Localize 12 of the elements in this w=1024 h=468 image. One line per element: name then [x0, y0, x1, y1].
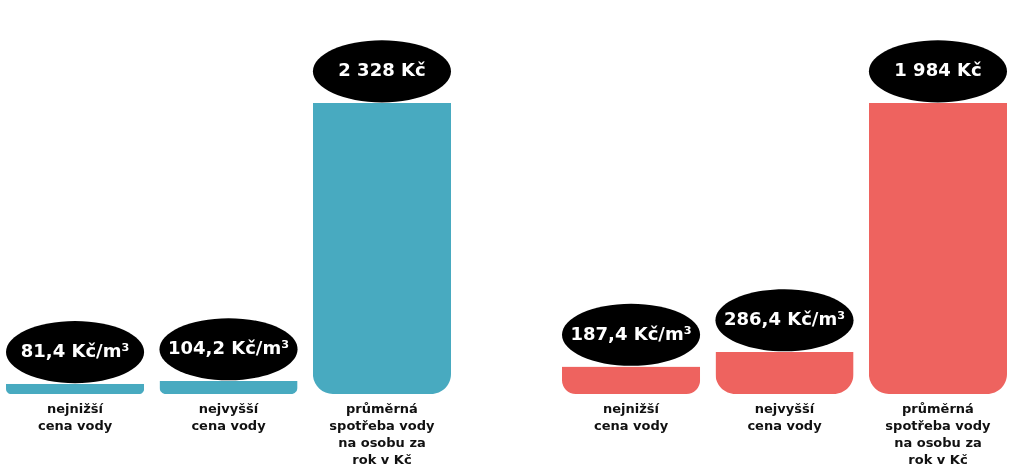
- data-label: 81,4 Kč/m³: [20, 340, 130, 362]
- data-label: 286,4 Kč/m³: [723, 308, 846, 330]
- x-tick-label: nejnižší cena vody: [37, 400, 113, 433]
- x-tick-label: nejvyšší cena vody: [191, 400, 267, 433]
- data-label: 2 328 Kč: [338, 59, 426, 81]
- x-tick-label: průměrná spotřeba vody na osobu za rok v Kč: [329, 400, 436, 467]
- x-tick-label: nejvyšší cena vody: [747, 400, 823, 433]
- data-label: 187,4 Kč/m³: [570, 322, 692, 344]
- x-tick-label: průměrná spotřeba vody na osobu za rok v Kč: [885, 400, 992, 467]
- data-label: 1 984 Kč: [894, 59, 982, 81]
- data-label: 104,2 Kč/m³: [167, 337, 290, 359]
- x-tick-label: nejnižší cena vody: [593, 400, 669, 433]
